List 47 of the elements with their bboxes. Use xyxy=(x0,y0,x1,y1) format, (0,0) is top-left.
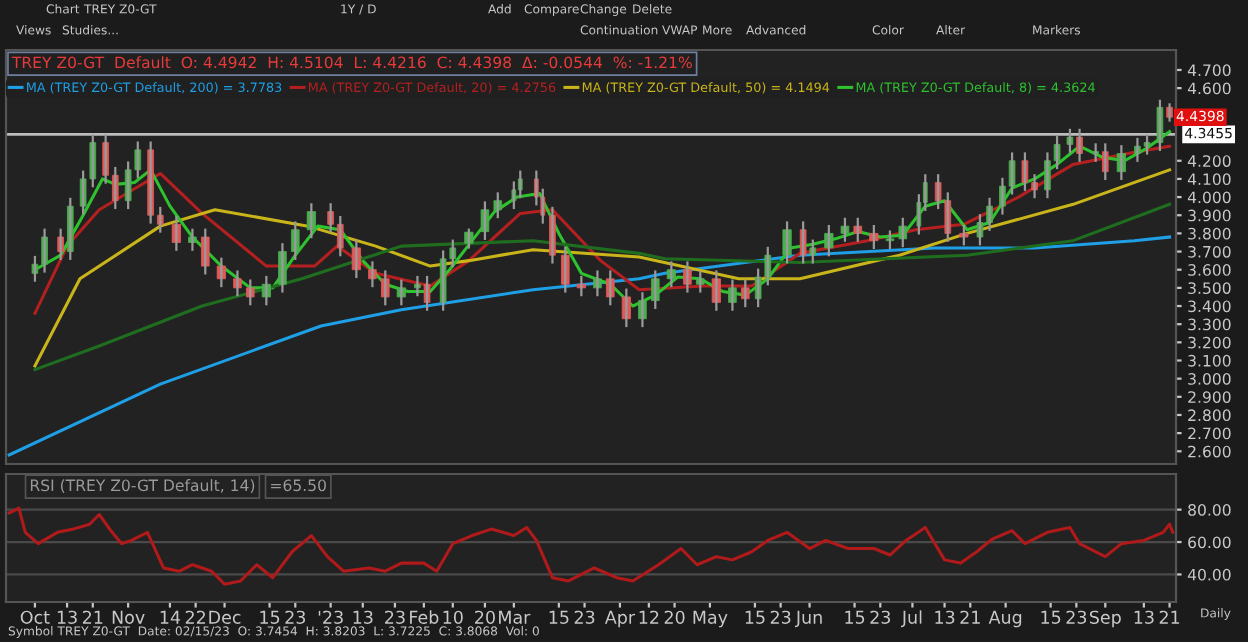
x-tick-label: 15 xyxy=(745,610,765,624)
x-tick-label: 15 xyxy=(845,610,865,624)
x-tick-label: 20 xyxy=(475,610,495,624)
x-tick-label: 23 xyxy=(574,610,595,624)
candlestick xyxy=(885,230,895,250)
x-tick-label: Dec xyxy=(209,610,241,624)
x-tick-label: 12 xyxy=(639,610,659,624)
x-tick-label: 21 xyxy=(1159,610,1180,624)
candlestick xyxy=(840,217,850,242)
candlestick xyxy=(782,221,792,264)
x-tick-label: 22 xyxy=(185,610,206,624)
x-tick-label: 21 xyxy=(82,610,103,624)
x-tick-label: Jul xyxy=(900,610,922,628)
candlestick xyxy=(853,217,863,242)
x-tick-label: Feb xyxy=(410,610,439,624)
x-tick-label: 10 xyxy=(443,610,463,624)
x-tick-label: Apr xyxy=(604,610,636,628)
x-tick-label: Sep xyxy=(1089,610,1121,628)
x-tick-label: 15 xyxy=(1041,610,1061,624)
x-tick-label: 15 xyxy=(260,610,280,624)
x-tick-label: 23 xyxy=(770,610,791,624)
candlestick xyxy=(696,270,705,293)
x-tick-label: 23 xyxy=(870,610,891,624)
candlestick xyxy=(246,279,255,306)
x-tick-label: Oct xyxy=(20,610,50,624)
x-tick-label: Nov xyxy=(112,610,145,624)
x-tick-label: '23 xyxy=(318,610,343,624)
x-tick-label: 15 xyxy=(549,610,569,624)
x-tick-label: 13 xyxy=(353,610,373,624)
x-tick-label: 14 xyxy=(160,610,181,624)
x-tick-label: 20 xyxy=(664,610,685,624)
x-tick-label: 23 xyxy=(285,610,306,624)
line-series xyxy=(33,168,1172,368)
x-tick-label: 13 xyxy=(935,610,955,624)
candlestick xyxy=(959,225,969,246)
candlestick xyxy=(824,225,834,257)
x-tick-label: 13 xyxy=(57,610,77,624)
line-series xyxy=(33,202,1172,372)
x-tick-label: 21 xyxy=(960,610,980,624)
line-series xyxy=(7,506,1175,586)
x-tick-label: 13 xyxy=(1134,610,1154,624)
x-tick-label: Aug xyxy=(988,610,1022,628)
x-tick-label: 23 xyxy=(385,610,405,624)
x-tick-label: May xyxy=(693,610,728,628)
x-tick-label: Jun xyxy=(794,610,822,628)
x-tick-label: Mar xyxy=(499,610,531,624)
x-tick-label: 23 xyxy=(1066,610,1087,624)
